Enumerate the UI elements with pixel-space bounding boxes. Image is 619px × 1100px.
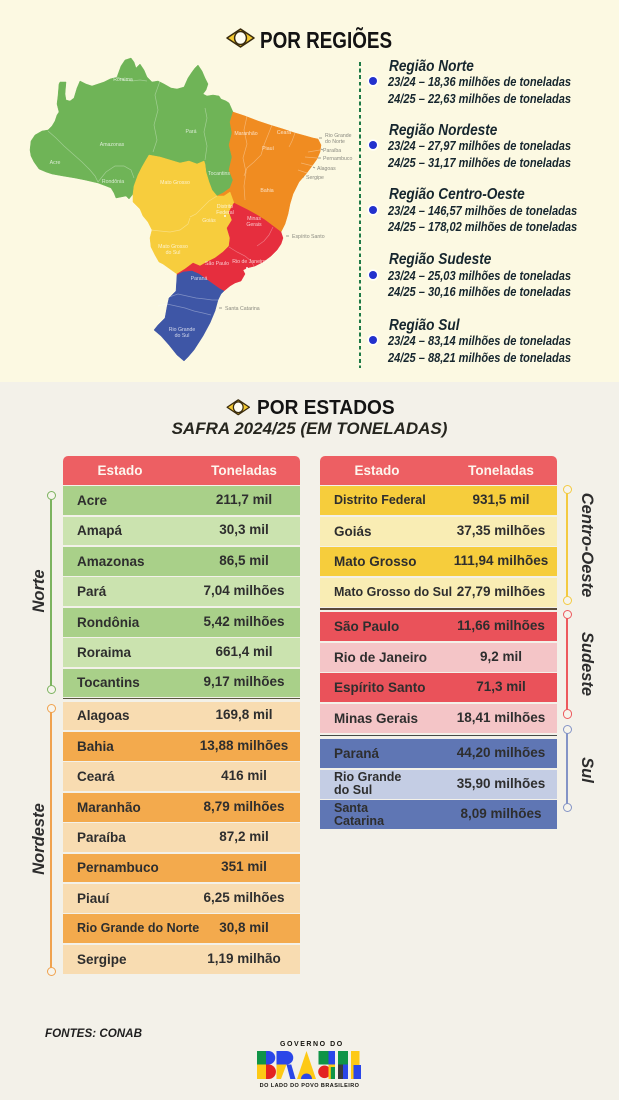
- svg-text:Distrito: Distrito: [217, 204, 233, 210]
- svg-text:do Sul: do Sul: [175, 333, 190, 339]
- svg-text:do Sul: do Sul: [166, 250, 181, 256]
- svg-text:Sergipe: Sergipe: [306, 175, 324, 181]
- svg-text:Rio Grande: Rio Grande: [325, 133, 352, 139]
- svg-text:Piauí: Piauí: [262, 146, 274, 152]
- svg-text:Alagoas: Alagoas: [317, 166, 336, 172]
- svg-text:Santa Catarina: Santa Catarina: [225, 306, 260, 312]
- svg-text:Ceará: Ceará: [277, 130, 291, 136]
- svg-text:Paraná: Paraná: [191, 276, 208, 282]
- svg-text:Tocantins: Tocantins: [208, 171, 230, 177]
- svg-text:Mato Grosso: Mato Grosso: [158, 244, 188, 250]
- svg-text:Paraíba: Paraíba: [323, 148, 341, 154]
- svg-text:Amazonas: Amazonas: [100, 142, 125, 148]
- svg-text:São Paulo: São Paulo: [205, 261, 229, 267]
- svg-text:Acre: Acre: [50, 160, 61, 166]
- svg-text:do Norte: do Norte: [325, 139, 345, 145]
- svg-text:Maranhão: Maranhão: [234, 131, 257, 137]
- svg-text:Goiás: Goiás: [202, 218, 216, 224]
- svg-text:Rondônia: Rondônia: [102, 179, 124, 185]
- svg-text:Pará: Pará: [186, 129, 197, 135]
- svg-text:Espírito Santo: Espírito Santo: [292, 234, 325, 240]
- svg-text:Pernambuco: Pernambuco: [323, 156, 353, 162]
- svg-text:Rio de Janeiro: Rio de Janeiro: [232, 259, 266, 265]
- svg-text:Rio Grande: Rio Grande: [169, 327, 196, 333]
- svg-text:Gerais: Gerais: [246, 222, 262, 228]
- svg-text:Roraima: Roraima: [113, 77, 133, 83]
- svg-text:Minas: Minas: [247, 216, 261, 222]
- svg-text:Bahia: Bahia: [260, 188, 273, 194]
- svg-text:Mato Grosso: Mato Grosso: [160, 180, 190, 186]
- svg-text:Federal: Federal: [216, 210, 234, 216]
